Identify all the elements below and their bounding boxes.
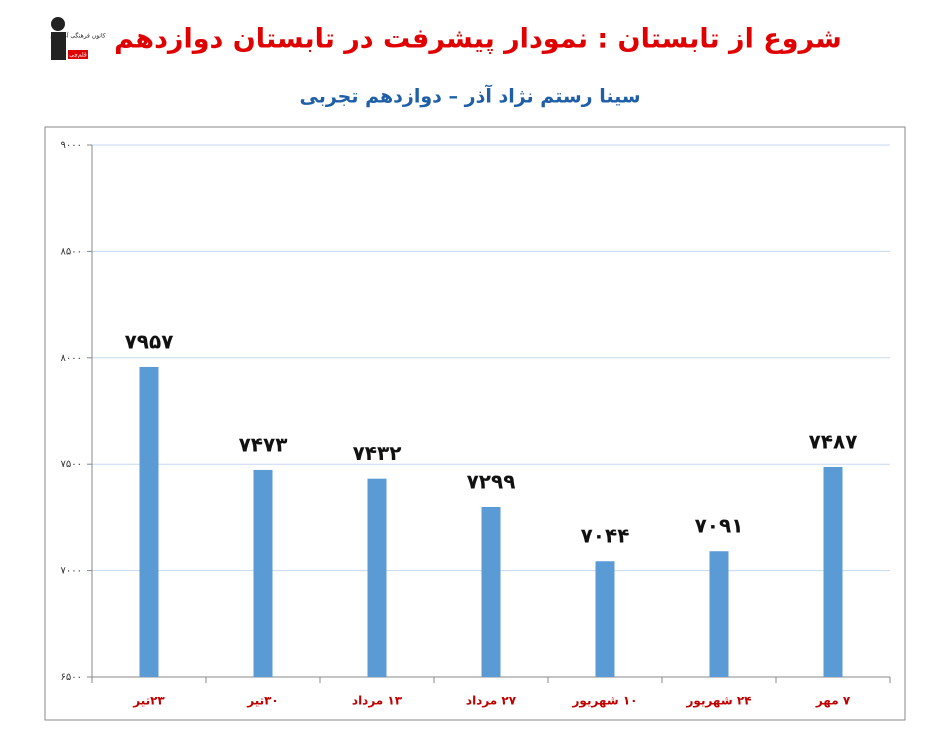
x-tick-label: ۱۰ شهریور [572,694,638,709]
bar [253,469,273,677]
logo-text: کانون فرهنگی آموزش [50,31,105,40]
y-tick-label: ۸۵۰۰ [61,246,82,257]
x-tick-label: ۷ مهر [815,694,851,708]
bar [139,366,159,677]
value-label: ۷۰۹۱ [695,514,744,538]
bar [709,551,729,677]
x-tick-label: ۳۰تیر [246,694,279,708]
value-label: ۷۴۳۲ [353,441,402,465]
logo-badge: قلم‌چی [69,52,87,59]
x-tick-label: ۲۴ شهریور [686,694,752,709]
x-tick-label: ۲۷ مرداد [466,694,517,708]
value-label: ۷۹۵۷ [125,329,174,353]
logo-figure-head [51,17,65,31]
value-label: ۷۰۴۴ [581,524,630,548]
y-tick-label: ۷۵۰۰ [61,459,82,470]
y-tick-label: ۹۰۰۰ [61,140,82,151]
y-tick-label: ۸۰۰۰ [61,353,82,364]
value-label: ۷۲۹۹ [467,469,516,493]
logo-figure-body [51,32,66,60]
bar [823,466,843,677]
x-tick-label: ۲۳تیر [132,694,165,708]
value-label: ۷۴۷۳ [239,432,288,456]
bar [595,561,615,677]
chart-frame [44,126,906,721]
bar [481,506,501,677]
logo-badge-bg [68,50,88,59]
chart-subtitle: سینا رستم نژاد آذر – دوازدهم تجربی [299,84,640,108]
chart-title: شروع از تابستان : نمودار پیشرفت در تابست… [114,24,842,55]
y-tick-label: ۶۵۰۰ [61,672,82,683]
logo: کانون فرهنگی آموزش قلم‌چی [48,12,106,64]
x-tick-label: ۱۳ مرداد [352,694,403,708]
bar [367,478,387,677]
value-label: ۷۴۸۷ [809,429,858,453]
y-tick-label: ۷۰۰۰ [61,566,82,577]
